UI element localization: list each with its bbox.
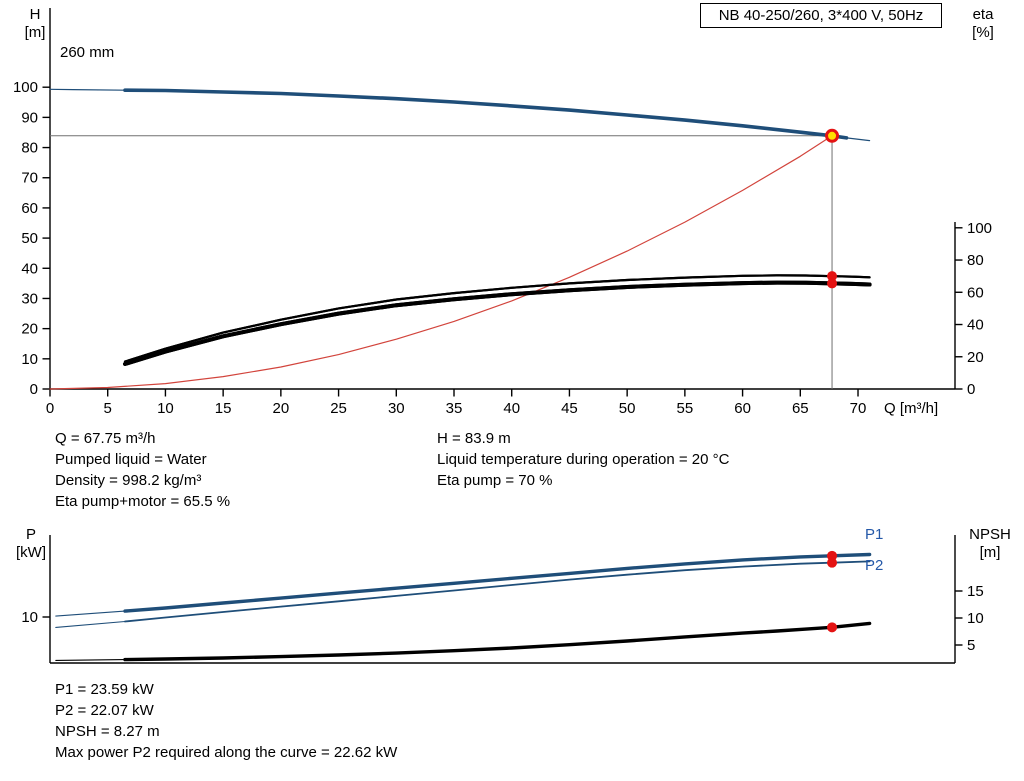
info-line-p1: P1 = 23.59 kW [55,681,154,698]
h-axis-symbol: H [29,6,41,23]
power-info-column: P1 = 23.59 kW P2 = 22.07 kW NPSH = 8.27 … [55,679,397,763]
tick-label: 10 [21,609,38,626]
info-line-liquid: Pumped liquid = Water [55,451,207,468]
eta-axis-title: eta [%] [962,6,1004,42]
curve-npsh-main [123,621,872,662]
tick-label: 5 [104,400,112,417]
curve-system-curve [49,135,833,390]
tick-label: 70 [21,170,38,187]
tick-label: 20 [967,349,984,366]
info-line-eta-pump: Eta pump = 70 % [437,472,553,489]
info-line-max-power: Max power P2 required along the curve = … [55,744,398,761]
h-axis-unit: [m] [24,24,46,41]
tick-label: 10 [157,400,174,417]
duty-info-left-column: Q = 67.75 m³/h Pumped liquid = Water Den… [55,428,230,512]
tick-label: 5 [967,637,975,654]
p-npsh-chart: 10 5 10 15 [21,535,984,664]
tick-label: 20 [273,400,290,417]
tick-label: 80 [967,252,984,269]
tick-label: 40 [21,260,38,277]
tick-label: 0 [30,381,38,398]
info-line-h: H = 83.9 m [437,430,511,447]
h-q-chart: 0 5 10 15 20 25 30 35 40 45 50 55 60 65 70 0 10 20 30 40 50 6… [13,8,992,417]
q-axis-title: Q [m³/h] [884,400,939,417]
info-line-q: Q = 67.75 m³/h [55,430,156,447]
curve-p1-main [123,552,872,613]
curve-eta-pump-main [123,274,871,363]
tick-label: 15 [215,400,232,417]
p-axis-unit: [kW] [16,544,46,561]
tick-label: 55 [677,400,694,417]
tick-label: 20 [21,321,38,338]
curve-eta-pump-motor-main [123,280,872,366]
tick-label: 10 [967,610,984,627]
curve-p2-main [124,560,871,623]
operating-point-dot [827,550,838,561]
p-axis-symbol: P [25,526,36,543]
operating-point-dot [827,557,838,568]
duty-info-right-column: H = 83.9 m Liquid temperature during ope… [437,428,729,491]
tick-label: 0 [967,381,975,398]
operating-point-dot [827,622,838,633]
tick-label: 50 [619,400,636,417]
npsh-axis-unit: [m] [979,544,1001,561]
npsh-axis-title: NPSH [m] [958,526,1022,562]
curve-npsh [55,622,871,661]
tick-label: 80 [21,140,38,157]
operating-point-dot [827,271,838,282]
tick-label: 10 [21,351,38,368]
tick-label: 65 [792,400,809,417]
tick-label: 35 [446,400,463,417]
info-line-eta-pump-motor: Eta pump+motor = 65.5 % [55,493,231,510]
h-axis-title: H [m] [14,6,56,42]
tick-label: 40 [503,400,520,417]
p1-curve-label: P1 [865,526,884,543]
tick-label: 90 [21,109,38,126]
tick-label: 0 [46,400,54,417]
curve-qh-260mm-main [123,88,849,140]
tick-label: 70 [850,400,867,417]
tick-label: 30 [388,400,405,417]
tick-label: 45 [561,400,578,417]
eta-axis-symbol: eta [972,6,994,23]
duty-point-marker [825,128,840,143]
info-line-p2: P2 = 22.07 kW [55,702,154,719]
tick-label: 15 [967,583,984,600]
info-line-density: Density = 998.2 kg/m³ [55,472,202,489]
eta-axis-unit: [%] [972,24,994,41]
tick-label: 60 [21,200,38,217]
pump-model-box: NB 40-250/260, 3*400 V, 50Hz [700,3,942,28]
tick-label: 100 [13,79,38,96]
tick-label: 30 [21,290,38,307]
curve-p2 [55,560,871,628]
impeller-diameter-label: 260 mm [60,44,115,61]
p2-curve-label: P2 [865,557,884,574]
p-axis-title: P [kW] [8,526,54,562]
npsh-axis-symbol: NPSH [969,526,1011,543]
info-line-npsh: NPSH = 8.27 m [55,723,160,740]
info-line-temperature: Liquid temperature during operation = 20… [437,451,730,468]
tick-label: 50 [21,230,38,247]
tick-label: 60 [734,400,751,417]
operating-point-dot [827,278,838,289]
curve-qh-260mm [49,88,871,142]
tick-label: 25 [330,400,347,417]
tick-label: 40 [967,317,984,334]
tick-label: 60 [967,284,984,301]
tick-label: 100 [967,220,992,237]
